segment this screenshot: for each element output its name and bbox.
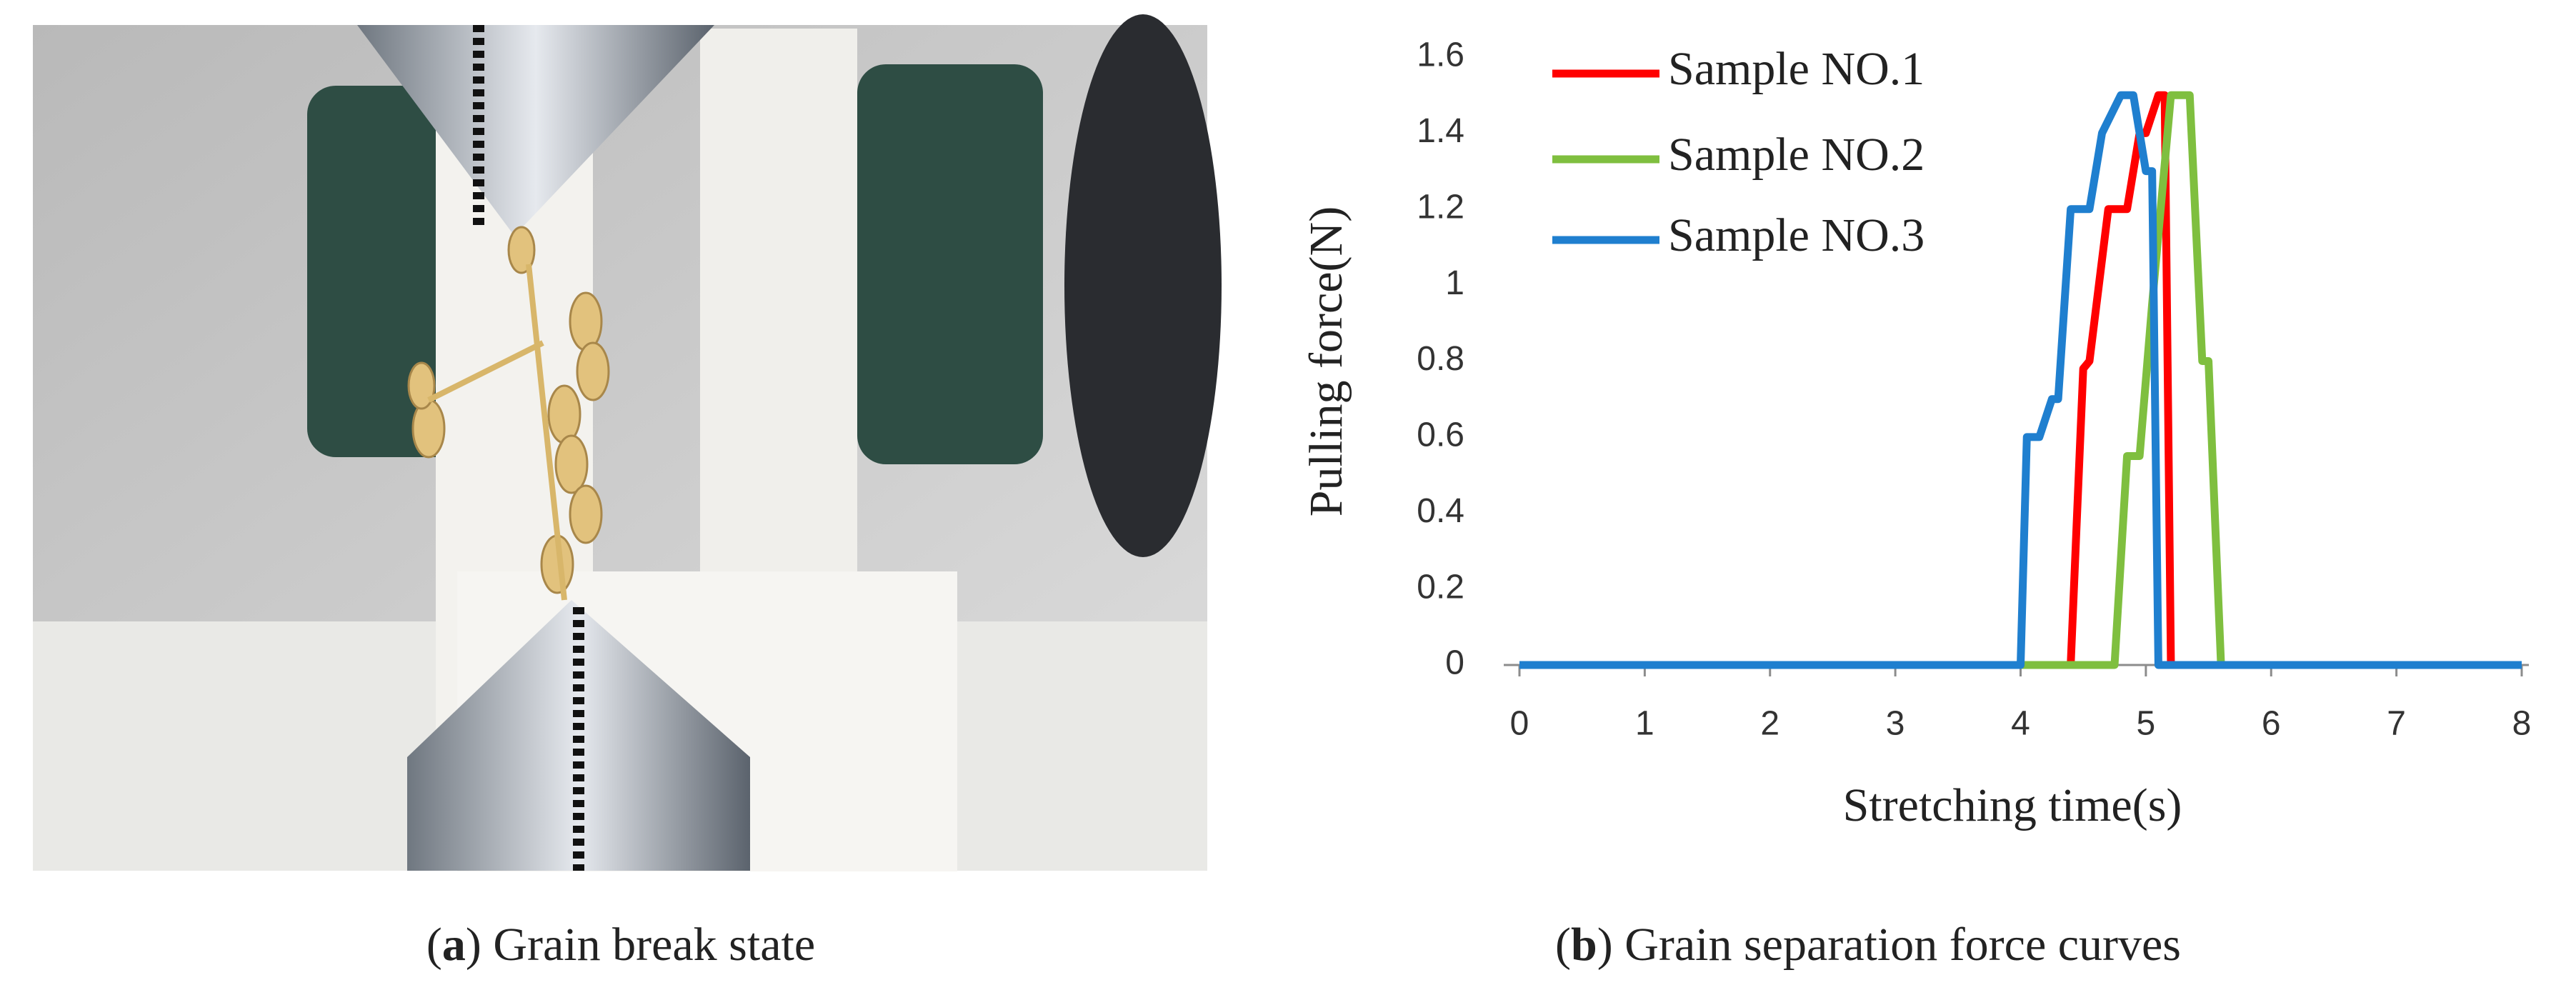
x-tick-label: 5 xyxy=(2137,705,2156,743)
x-tick-label: 8 xyxy=(2512,705,2532,743)
legend-label: Sample NO.2 xyxy=(1668,129,1924,181)
legend-label: Sample NO.3 xyxy=(1668,209,1924,261)
x-tick-label: 2 xyxy=(1760,705,1779,743)
series-line xyxy=(1519,91,2522,669)
x-tick-label: 3 xyxy=(1886,705,1905,743)
x-tick-label: 1 xyxy=(1635,705,1654,743)
legend-label: Sample NO.1 xyxy=(1668,43,1924,95)
photo xyxy=(33,14,1222,871)
x-tick-label: 4 xyxy=(2011,705,2030,743)
x-tick-label: 0 xyxy=(1510,705,1529,743)
caption: (a) Grain break state xyxy=(426,919,815,971)
x-axis-title: Stretching time(s) xyxy=(1843,779,2182,831)
x-tick-label: 7 xyxy=(2387,705,2406,743)
y-tick-label: 1.6 xyxy=(1417,36,1464,74)
y-tick-label: 0.6 xyxy=(1417,416,1464,454)
caption-text: ) Grain break state xyxy=(466,919,815,971)
caption-text: ( xyxy=(1555,919,1571,971)
y-tick-label: 1 xyxy=(1445,264,1464,302)
x-tick-label: 6 xyxy=(2262,705,2281,743)
caption-label: b xyxy=(1571,919,1597,971)
y-axis-title: Pulling force(N) xyxy=(1300,206,1352,516)
y-tick-label: 0.4 xyxy=(1417,492,1464,530)
caption: (b) Grain separation force curves xyxy=(1555,919,2181,971)
caption-text: ( xyxy=(426,919,442,971)
y-tick-label: 0.8 xyxy=(1417,340,1464,378)
series-line xyxy=(1519,91,2522,669)
y-tick-label: 0 xyxy=(1445,644,1464,682)
y-tick-label: 1.4 xyxy=(1417,112,1464,150)
y-tick-label: 0.2 xyxy=(1417,568,1464,606)
caption-text: ) Grain separation force curves xyxy=(1597,919,2181,971)
caption-label: a xyxy=(442,919,466,971)
y-tick-label: 1.2 xyxy=(1417,188,1464,226)
